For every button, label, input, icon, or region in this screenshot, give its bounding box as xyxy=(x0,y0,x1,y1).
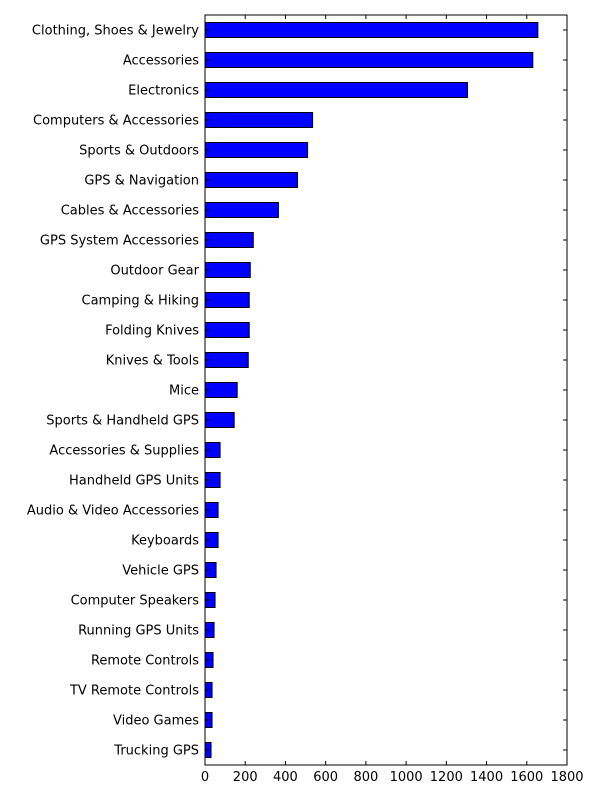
x-axis-ticks: 0 200 400 600 800 1000 1200 1400 1600 1800 xyxy=(201,15,584,785)
category-label: Knives & Tools xyxy=(106,354,199,369)
x-tick-label: 400 xyxy=(273,770,298,785)
bar xyxy=(204,112,314,128)
bar xyxy=(204,172,299,188)
category-label: Handheld GPS Units xyxy=(69,474,199,489)
category-label: TV Remote Controls xyxy=(69,684,199,699)
category-label: GPS & Navigation xyxy=(84,174,199,189)
category-label: Remote Controls xyxy=(91,654,199,669)
bar xyxy=(204,412,235,428)
category-label: Cables & Accessories xyxy=(61,204,199,219)
category-label: Camping & Hiking xyxy=(82,294,199,309)
bar xyxy=(204,292,250,308)
bars xyxy=(204,22,539,758)
category-label: Computers & Accessories xyxy=(33,114,199,129)
x-tick-label: 1600 xyxy=(510,770,543,785)
category-label: Computer Speakers xyxy=(71,594,200,609)
category-label: Sports & Outdoors xyxy=(79,144,199,159)
category-label: Accessories xyxy=(123,54,199,69)
x-tick-label: 1000 xyxy=(390,770,423,785)
bar xyxy=(204,202,279,218)
bar xyxy=(204,322,250,338)
x-tick-label: 1400 xyxy=(470,770,503,785)
x-tick-label: 800 xyxy=(353,770,378,785)
y-axis-ticks xyxy=(205,29,567,751)
bar xyxy=(204,82,468,98)
bar xyxy=(204,22,539,38)
category-label: Sports & Handheld GPS xyxy=(46,414,199,429)
bar xyxy=(204,142,309,158)
category-label: Mice xyxy=(169,384,199,399)
category-label: Folding Knives xyxy=(105,324,199,339)
x-tick-label: 1200 xyxy=(430,770,463,785)
category-label: Accessories & Supplies xyxy=(49,444,199,459)
category-labels: Clothing, Shoes & Jewelry Accessories Elec… xyxy=(27,24,200,759)
x-tick-label: 1800 xyxy=(550,770,583,785)
category-label: Keyboards xyxy=(131,534,199,549)
category-label: Video Games xyxy=(113,714,199,729)
plot-frame xyxy=(204,14,568,766)
category-label: GPS System Accessories xyxy=(40,234,199,249)
x-tick-label: 0 xyxy=(201,770,209,785)
category-label: Trucking GPS xyxy=(113,744,199,759)
bar xyxy=(204,52,534,68)
category-label: Audio & Video Accessories xyxy=(27,504,199,519)
x-tick-label: 600 xyxy=(313,770,338,785)
bar xyxy=(204,382,238,398)
category-label: Running GPS Units xyxy=(78,624,199,639)
bar xyxy=(204,232,254,248)
bar xyxy=(204,262,251,278)
category-label: Outdoor Gear xyxy=(110,264,199,279)
x-tick-label: 200 xyxy=(233,770,258,785)
category-label: Electronics xyxy=(128,84,199,99)
bar xyxy=(204,352,249,368)
category-label: Clothing, Shoes & Jewelry xyxy=(32,24,199,39)
category-label: Vehicle GPS xyxy=(122,564,199,579)
